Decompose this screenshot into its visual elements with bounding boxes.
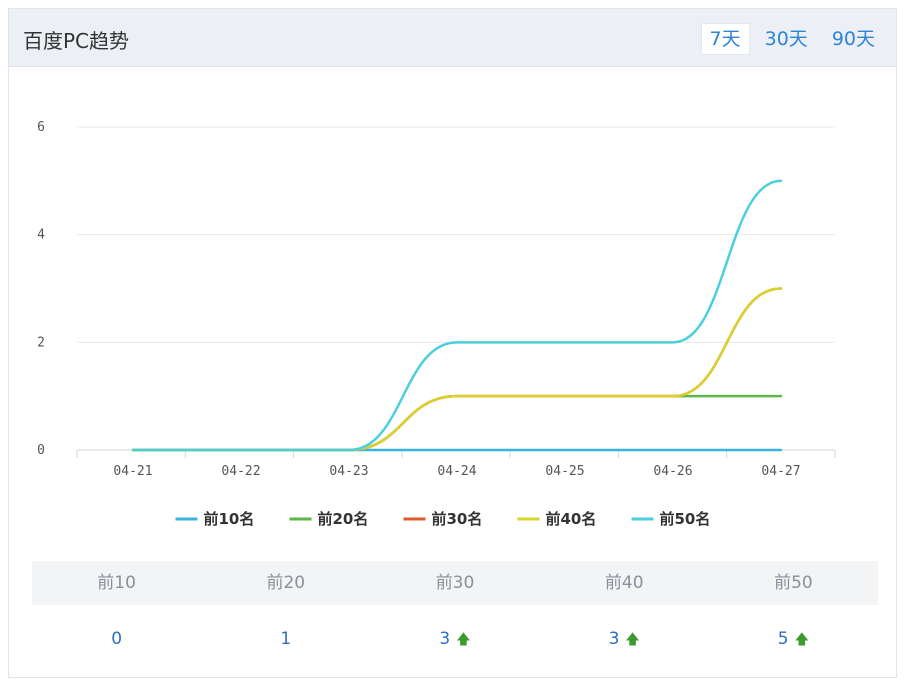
y-tick-label: 6 — [37, 120, 45, 135]
stats-value-top40-text: 3 — [608, 629, 620, 649]
stats-value-top10: 0 — [32, 621, 201, 657]
stats-value-top30: 3 🡅 — [370, 621, 539, 657]
stats-value-top30-text: 3 — [439, 629, 451, 649]
arrow-up-icon: 🡅 — [625, 632, 640, 648]
stats-header-top30: 前30 — [435, 573, 475, 593]
x-tick-label: 04-22 — [221, 464, 260, 479]
stats-value-top10-text: 0 — [111, 629, 123, 649]
tab-30-days[interactable]: 30天 — [764, 28, 808, 50]
x-tick-label: 04-21 — [113, 464, 152, 479]
series-line-2 — [131, 394, 783, 452]
trend-panel: 百度PC趋势 7天 30天 90天 0 2 4 6 04-21 04-22 04-23 04-… — [8, 8, 897, 678]
range-tabs: 7天 30天 90天 — [700, 23, 884, 55]
y-tick-label: 0 — [37, 443, 45, 458]
legend-label: 前40名 — [546, 510, 597, 528]
x-tick-label: 04-24 — [437, 464, 476, 479]
legend-label: 前10名 — [204, 510, 255, 528]
stats-value-top20: 1 — [201, 621, 370, 657]
arrow-up-icon: 🡅 — [456, 632, 471, 648]
x-tick-label: 04-25 — [545, 464, 584, 479]
stats-header-top10: 前10 — [97, 573, 136, 593]
x-tick-label: 04-23 — [329, 464, 368, 479]
legend-label: 前20名 — [318, 510, 369, 528]
trend-chart: 0 2 4 6 04-21 04-22 04-23 04-24 04-25 04-26 04-27 前… — [37, 120, 836, 528]
stats-value-top40: 3 🡅 — [540, 621, 709, 657]
y-tick-label: 4 — [37, 228, 45, 243]
arrow-up-icon: 🡅 — [794, 632, 810, 648]
legend-label: 前50名 — [660, 510, 711, 528]
panel-header: 百度PC趋势 7天 30天 90天 — [9, 9, 896, 67]
stats-header-top20: 前20 — [266, 573, 306, 593]
series-line-3 — [131, 287, 783, 452]
stats-value-top50: 5 🡅 — [709, 621, 878, 657]
stats-header-top50: 前50 — [774, 573, 813, 593]
x-tick-label: 04-27 — [761, 464, 800, 479]
x-tick-label: 04-26 — [653, 464, 692, 479]
stats-value-top50-text: 5 — [777, 629, 789, 649]
tab-7-days[interactable]: 7天 — [700, 23, 750, 55]
stats-value-top20-text: 1 — [280, 629, 292, 649]
stats-header-top40: 前40 — [604, 573, 644, 593]
stats-header-row: 前10 前20 前30 前40 前50 — [32, 561, 878, 605]
series-line-4 — [131, 287, 783, 452]
series-line-5 — [131, 179, 783, 452]
legend-label: 前30名 — [432, 510, 483, 528]
y-tick-label: 2 — [37, 335, 45, 350]
tab-90-days[interactable]: 90天 — [831, 28, 875, 50]
stats-value-row: 0 1 3 🡅 3 🡅 5 🡅 — [32, 621, 878, 657]
panel-title: 百度PC趋势 — [23, 29, 130, 53]
